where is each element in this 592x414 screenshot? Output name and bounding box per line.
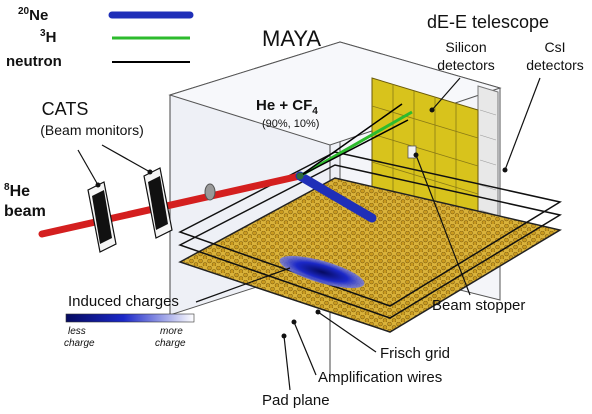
- pad-plane-stack: [178, 151, 562, 333]
- csi-label-2: detectors: [526, 57, 584, 73]
- reaction-fractions: (90%, 10%): [262, 118, 319, 130]
- h-track: [299, 110, 413, 178]
- cats-pointer-1: [77, 149, 99, 186]
- beam-track: [38, 172, 304, 238]
- cats-monitors: [77, 144, 173, 253]
- beam-isotope: 8He: [4, 182, 30, 200]
- legend: 20Ne 3H neutron: [6, 6, 194, 70]
- frisch-pointer: [317, 311, 377, 353]
- reaction-label: He + CF4: [256, 97, 318, 117]
- ne-track: [295, 171, 377, 223]
- cats-pointer-2: [101, 144, 151, 173]
- neutron-track-2: [299, 119, 409, 177]
- induced-charge-blob: [279, 255, 365, 289]
- beam-stopper: [407, 145, 417, 159]
- charge-color-scale: [65, 313, 195, 323]
- scale-more-2: charge: [155, 338, 186, 349]
- beam-stopper-label: Beam stopper: [432, 297, 525, 314]
- scale-less-1: less: [68, 326, 86, 337]
- legend-label-ne: 20Ne: [18, 6, 48, 24]
- silicon-pointer: [431, 77, 461, 111]
- legend-label-h: 3H: [40, 28, 56, 46]
- entrance-window: [204, 183, 216, 201]
- silicon-label-1: Silicon: [445, 39, 486, 55]
- pad-plane-pointer: [283, 335, 291, 391]
- induced-charges-label: Induced charges: [68, 293, 179, 310]
- reaction-vertex: [296, 172, 304, 180]
- telescope-title: dE-E telescope: [427, 12, 549, 32]
- pad-plane-label: Pad plane: [262, 392, 330, 409]
- cats-subtitle: (Beam monitors): [40, 122, 143, 138]
- amplification-pointer: [293, 321, 317, 376]
- beam-line: [38, 103, 413, 238]
- cats-monitor-2-core: [148, 176, 168, 230]
- csi-label-1: CsI: [545, 39, 566, 55]
- diagram-title: MAYA: [262, 26, 321, 51]
- frisch-grid-label: Frisch grid: [380, 345, 450, 362]
- scale-more-1: more: [160, 326, 183, 337]
- beam-stopper-pointer: [415, 154, 471, 296]
- amplification-label: Amplification wires: [318, 369, 442, 386]
- silicon-label-2: detectors: [437, 57, 495, 73]
- cats-title: CATS: [42, 99, 89, 119]
- chamber-top: [168, 41, 502, 146]
- beam-label: beam: [4, 203, 46, 220]
- legend-label-neutron: neutron: [6, 53, 62, 70]
- induced-pointer: [195, 267, 291, 303]
- scale-less-2: charge: [64, 338, 95, 349]
- csi-pointer: [504, 77, 541, 171]
- cats-monitor-1-core: [92, 190, 112, 244]
- neutron-track-1: [299, 103, 403, 177]
- pad-plane: [178, 177, 562, 333]
- amplification-wires: [178, 164, 562, 319]
